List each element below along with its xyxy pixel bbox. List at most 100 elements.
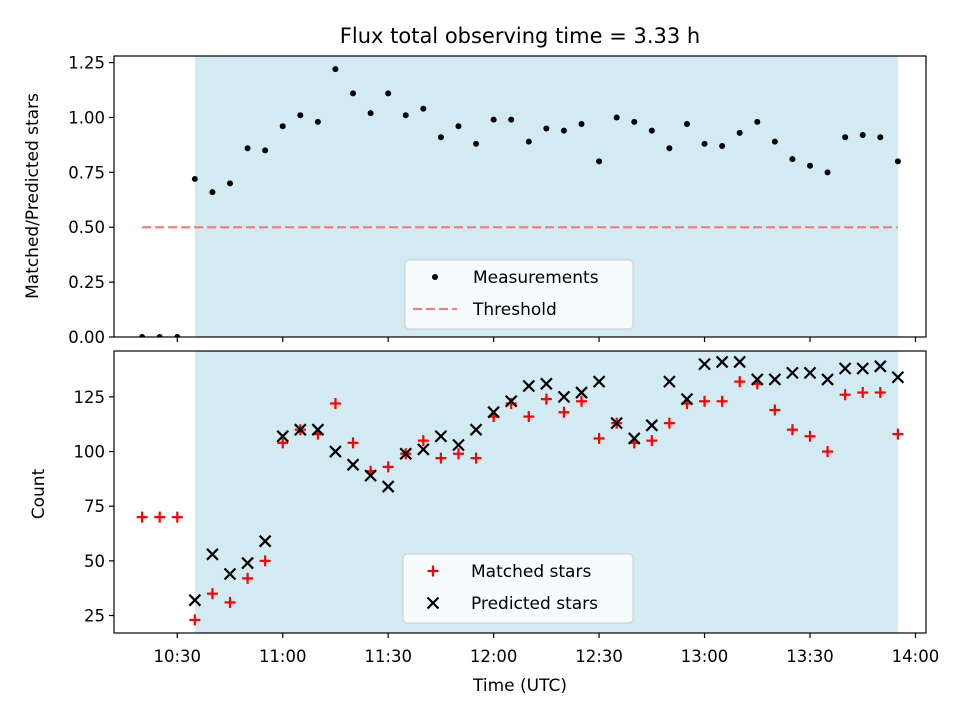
measurement-point bbox=[209, 189, 216, 196]
top-data bbox=[139, 66, 901, 337]
predicted-stars-point bbox=[452, 438, 465, 452]
legend-dot-icon bbox=[432, 274, 438, 280]
predicted-stars-point bbox=[223, 567, 237, 581]
legend-box bbox=[402, 553, 634, 624]
predicted-stars-point bbox=[803, 366, 817, 380]
x-tick-label: 12:30 bbox=[575, 647, 623, 666]
measurement-point bbox=[385, 90, 392, 97]
measurement-point bbox=[596, 158, 603, 165]
measurement-point bbox=[771, 138, 778, 145]
predicted-stars-point bbox=[381, 480, 395, 493]
legend-box bbox=[404, 259, 634, 330]
bottom-y-tick-label: 75 bbox=[84, 497, 105, 516]
predicted-stars-point bbox=[399, 447, 413, 461]
measurement-point bbox=[402, 112, 409, 119]
matched-stars-point bbox=[259, 555, 271, 567]
predicted-stars-point bbox=[487, 405, 500, 419]
predicted-stars-point bbox=[469, 423, 483, 436]
x-tick-label: 12:00 bbox=[470, 647, 518, 666]
measurement-point bbox=[631, 118, 638, 125]
top-y-tick-label: 0.75 bbox=[68, 163, 105, 182]
measurement-point bbox=[736, 129, 743, 136]
predicted-stars-point bbox=[610, 416, 623, 430]
matched-stars-point bbox=[558, 406, 570, 418]
measurement-point bbox=[842, 134, 849, 141]
predicted-stars-point bbox=[329, 445, 342, 458]
chart-title: Flux total observing time = 3.33 h bbox=[340, 24, 700, 48]
measurement-point bbox=[789, 156, 796, 163]
measurement-point bbox=[648, 127, 655, 134]
bottom-legend: Matched stars Predicted stars bbox=[402, 553, 634, 624]
bottom-y-tick-label: 50 bbox=[84, 552, 105, 571]
matched-stars-point bbox=[329, 397, 341, 409]
bottom-y-tick-label: 125 bbox=[74, 388, 106, 407]
matched-stars-point bbox=[171, 511, 183, 523]
matched-stars-point bbox=[716, 395, 728, 407]
measurement-point bbox=[701, 140, 708, 147]
x-axis-label: Time (UTC) bbox=[472, 676, 567, 696]
predicted-stars-point bbox=[258, 534, 272, 548]
predicted-stars-point bbox=[276, 429, 290, 443]
matched-stars-point bbox=[874, 387, 886, 399]
matched-stars-point bbox=[699, 395, 711, 407]
top-y-tick-label: 1.00 bbox=[68, 108, 105, 127]
measurement-point bbox=[420, 105, 427, 112]
measurement-point bbox=[227, 180, 233, 187]
matched-stars-point bbox=[892, 428, 904, 440]
predicted-stars-point bbox=[592, 375, 606, 388]
measurement-point bbox=[367, 110, 374, 117]
predicted-stars-point bbox=[680, 392, 694, 406]
predicted-stars-point bbox=[575, 386, 588, 399]
predicted-stars-point bbox=[241, 556, 254, 570]
bottom-y-tick-label: 25 bbox=[84, 607, 105, 626]
matched-stars-point bbox=[540, 393, 552, 405]
top-y-axis-label: Matched/Predicted stars bbox=[23, 93, 43, 299]
top-legend: Measurements Threshold bbox=[404, 259, 634, 330]
matched-stars-point bbox=[417, 435, 429, 447]
bottom-axes-frame bbox=[113, 350, 927, 634]
matched-stars-point bbox=[189, 614, 201, 626]
predicted-stars-point bbox=[417, 443, 430, 456]
matched-stars-point bbox=[822, 446, 834, 458]
matched-stars-point bbox=[347, 437, 359, 449]
predicted-stars-point bbox=[698, 357, 711, 371]
matched-stars-point bbox=[593, 432, 605, 444]
measurement-point bbox=[490, 116, 497, 123]
measurement-point bbox=[314, 118, 321, 125]
measurement-point bbox=[683, 121, 690, 128]
matched-stars-point bbox=[804, 430, 816, 442]
matched-stars-point bbox=[839, 389, 851, 401]
matched-stars-point bbox=[382, 461, 394, 473]
matched-stars-point bbox=[663, 417, 675, 429]
legend-label: Threshold bbox=[472, 300, 557, 320]
top-y-tick-label: 0.50 bbox=[68, 218, 105, 237]
top-y-tick-label: 1.25 bbox=[68, 54, 105, 73]
matched-stars-point bbox=[206, 588, 218, 600]
predicted-stars-point bbox=[434, 429, 448, 443]
matched-stars-point bbox=[523, 411, 535, 423]
measurement-point bbox=[156, 334, 163, 337]
matched-stars-point bbox=[224, 596, 236, 608]
measurement-point bbox=[297, 112, 304, 119]
top-y-tick-label: 0.25 bbox=[68, 273, 105, 292]
legend-label: Measurements bbox=[473, 268, 599, 288]
matched-stars-point bbox=[452, 448, 464, 460]
predicted-stars-point bbox=[645, 419, 659, 432]
predicted-stars-point bbox=[715, 355, 729, 369]
x-tick-label: 13:30 bbox=[786, 647, 834, 666]
bottom-y-tick-label: 100 bbox=[74, 443, 106, 462]
x-tick-label: 11:00 bbox=[259, 647, 307, 666]
measurement-point bbox=[332, 66, 339, 73]
legend-label: Predicted stars bbox=[471, 594, 598, 614]
legend-plus-icon bbox=[427, 565, 439, 577]
predicted-stars-point bbox=[188, 593, 202, 607]
predicted-stars-point bbox=[663, 375, 676, 388]
predicted-stars-point bbox=[891, 370, 905, 384]
matched-stars-point bbox=[576, 395, 588, 407]
top-panel: 0.00 0.25 0.50 0.75 1.00 1.25 Measurements Thre… bbox=[68, 54, 927, 347]
measurement-point bbox=[719, 143, 726, 150]
x-tick-label: 14:00 bbox=[892, 647, 940, 666]
measurement-point bbox=[174, 334, 181, 337]
matched-stars-point bbox=[136, 511, 148, 523]
